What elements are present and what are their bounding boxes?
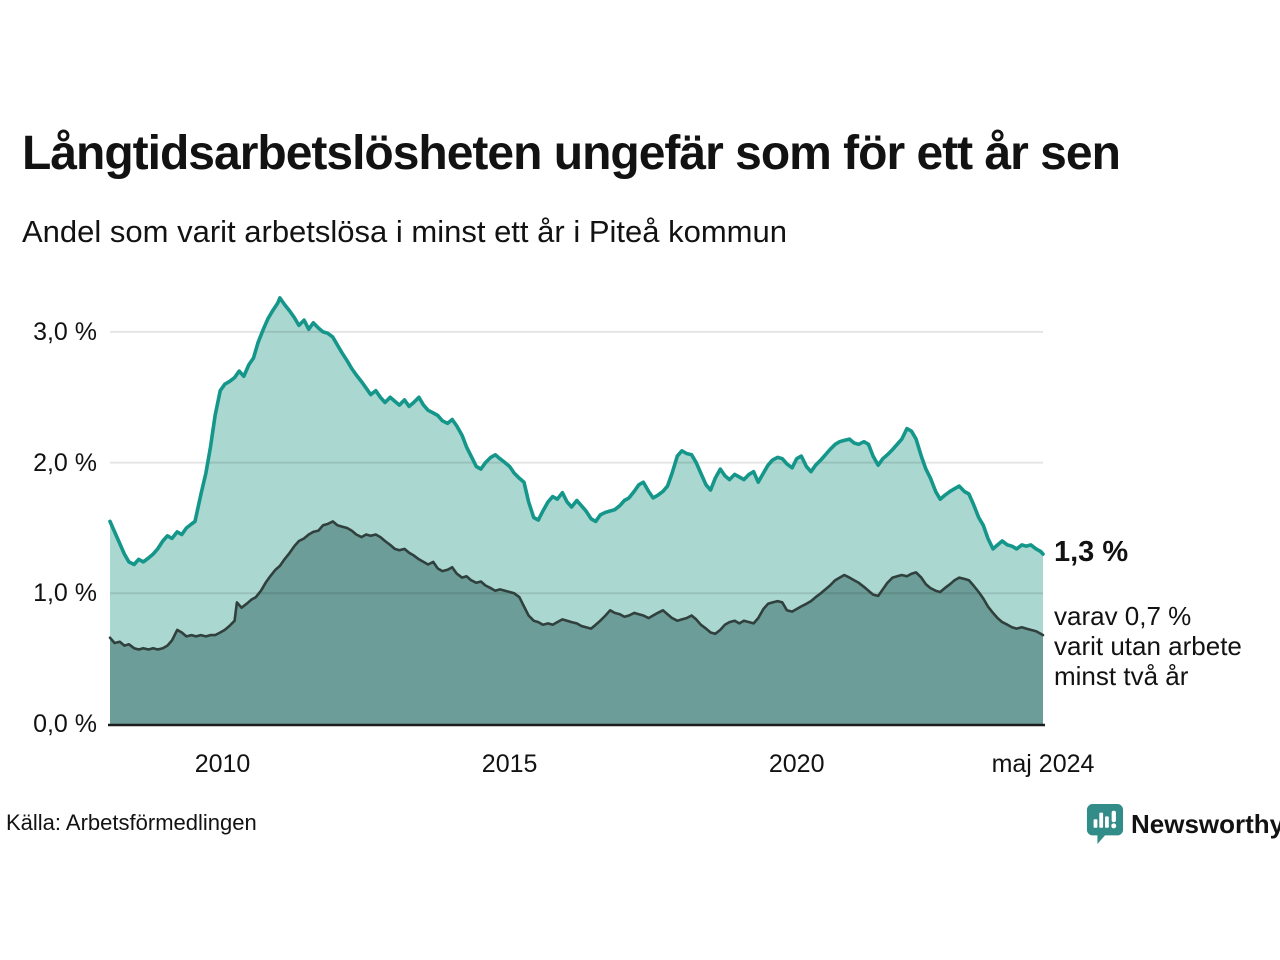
source-credit: Källa: Arbetsförmedlingen <box>6 810 257 835</box>
latest-value-annotation: 1,3 % <box>1054 536 1129 568</box>
page-subtitle: Andel som varit arbetslösa i minst ett å… <box>22 214 787 249</box>
line-two-years <box>108 520 1045 651</box>
newsworthy-speech-bubble-chart-icon <box>1086 804 1124 844</box>
y-axis-label-0: 0,0 % <box>33 710 97 738</box>
y-axis-label-2: 2,0 % <box>33 448 97 477</box>
secondary-annotation-line1: varav 0,7 % <box>1054 601 1192 631</box>
secondary-annotation: varav 0,7 % varit utan arbete minst två … <box>1054 601 1242 691</box>
newsworthy-logo: Newsworthy <box>1086 803 1280 845</box>
newsworthy-logo-text: Newsworthy <box>1131 809 1280 839</box>
line-one-year <box>108 296 1045 567</box>
y-axis-label-3: 3,0 % <box>33 317 97 346</box>
secondary-annotation-line3: minst två år <box>1054 661 1189 691</box>
x-axis-label-2010: 2010 <box>194 750 251 778</box>
x-axis-label-2015: 2015 <box>481 750 538 778</box>
area-fill-series-1 <box>110 521 1043 724</box>
x-axis-label-2020: 2020 <box>768 750 825 778</box>
y-axis-label-1: 1,0 % <box>33 579 97 608</box>
x-axis-label-maj-2024: maj 2024 <box>991 750 1095 778</box>
secondary-annotation-line2: varit utan arbete <box>1054 631 1242 661</box>
page-title: Långtidsarbetslösheten ungefär som för e… <box>22 127 1121 180</box>
